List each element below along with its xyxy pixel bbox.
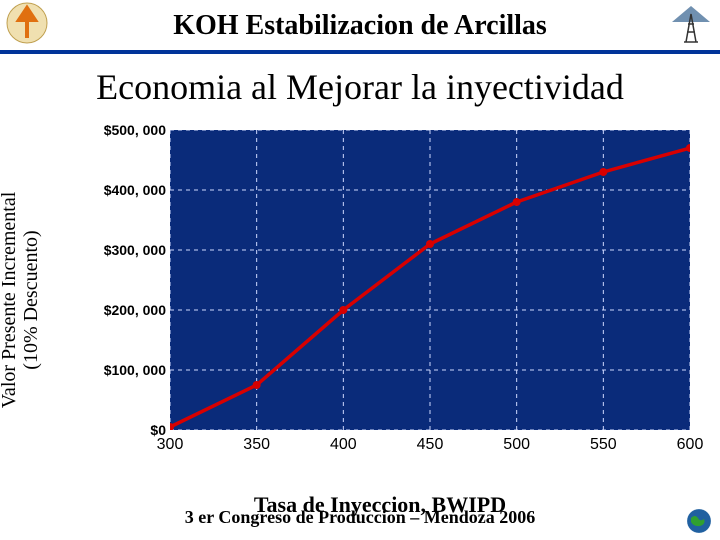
x-tick-label: 550 [590,436,617,454]
logo-right-icon [668,2,714,48]
header-bar: KOH Estabilizacion de Arcillas [0,0,720,54]
page-title: KOH Estabilizacion de Arcillas [0,0,720,42]
chart-plot-area [170,130,690,430]
footer-text: 3 er Congreso de Produccion – Mendoza 20… [0,507,720,528]
logo-left-icon [6,2,48,44]
y-tick-label: $200, 000 [104,302,166,318]
x-tick-label: 400 [330,436,357,454]
y-axis-label: Valor Presente Incremental (10% Descuent… [0,192,42,409]
x-tick-label: 300 [157,436,184,454]
x-tick-label: 350 [243,436,270,454]
y-tick-label: $500, 000 [104,122,166,138]
globe-icon [686,508,712,534]
y-axis-label-line1: Valor Presente Incremental [0,192,20,409]
x-tick-label: 600 [677,436,704,454]
y-axis-label-line2: (10% Descuento) [20,230,42,369]
chart-title: Economia al Mejorar la inyectividad [0,66,720,108]
y-tick-label: $400, 000 [104,182,166,198]
y-tick-label: $300, 000 [104,242,166,258]
x-tick-label: 450 [417,436,444,454]
chart-container: Valor Presente Incremental (10% Descuent… [60,130,700,470]
y-tick-label: $100, 000 [104,362,166,378]
x-tick-label: 500 [503,436,530,454]
